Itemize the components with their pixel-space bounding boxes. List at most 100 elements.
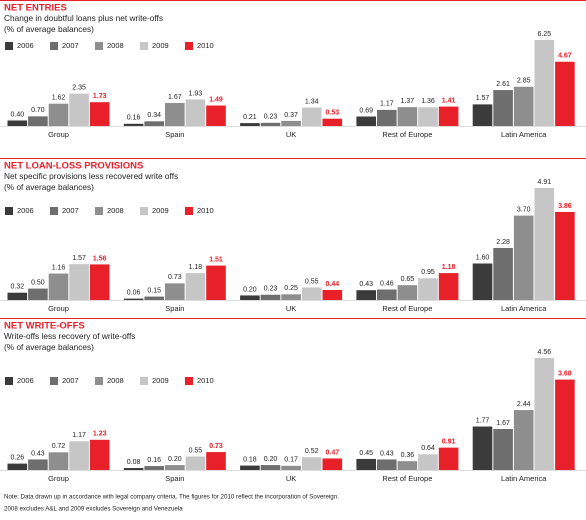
bar <box>7 120 28 126</box>
value-label: 1.56 <box>93 255 107 262</box>
legend-label: 2008 <box>107 41 124 50</box>
legend-label: 2006 <box>17 376 34 385</box>
bar <box>185 456 206 470</box>
value-label: 1.57 <box>72 255 86 262</box>
value-label: 2.61 <box>496 81 510 88</box>
panel-subtitle: (% of average balances) <box>4 182 94 192</box>
bar <box>144 296 164 300</box>
panel-title: NET WRITE-OFFS <box>4 321 85 332</box>
panel-title: NET LOAN-LOSS PROVISIONS <box>4 161 143 172</box>
value-label: 0.46 <box>380 280 394 287</box>
value-label: 1.18 <box>189 264 203 271</box>
value-label: 0.16 <box>127 115 141 122</box>
legend-swatch <box>5 207 13 215</box>
value-label: 0.70 <box>31 107 45 114</box>
value-label: 1.37 <box>401 98 415 105</box>
category-label: Rest of Europe <box>382 474 432 483</box>
category-label: Latin America <box>501 474 547 483</box>
legend-label: 2007 <box>62 41 79 50</box>
bar <box>28 288 48 300</box>
panel-subtitle: Change in doubtful loans plus net write-… <box>4 13 163 23</box>
value-label: 0.43 <box>31 450 45 457</box>
bar <box>513 86 534 126</box>
bar <box>438 273 459 300</box>
panel-subtitle: (% of average balances) <box>4 342 94 352</box>
bar <box>28 116 48 126</box>
category-label: UK <box>286 474 296 483</box>
bar <box>123 123 144 126</box>
bar <box>7 463 28 470</box>
value-label: 1.49 <box>209 96 223 103</box>
value-label: 0.64 <box>421 445 435 452</box>
value-label: 2.44 <box>517 401 531 408</box>
legend-swatch <box>95 207 103 215</box>
category-label: Spain <box>165 304 184 313</box>
bar <box>418 278 438 300</box>
value-label: 1.41 <box>442 97 456 104</box>
legend-label: 2010 <box>197 376 214 385</box>
category-label: UK <box>286 130 296 139</box>
bar <box>472 426 493 470</box>
legend-swatch <box>185 207 193 215</box>
value-label: 2.28 <box>496 239 510 246</box>
bar <box>418 107 438 126</box>
bar <box>240 123 260 126</box>
value-label: 0.65 <box>401 276 415 283</box>
bar <box>28 459 48 470</box>
value-label: 2.35 <box>72 85 86 92</box>
bar <box>513 410 534 470</box>
bar <box>301 457 322 470</box>
value-label: 4.91 <box>537 179 551 186</box>
bar <box>69 93 89 126</box>
legend-swatch <box>140 207 148 215</box>
value-label: 0.25 <box>284 285 298 292</box>
value-label: 0.06 <box>127 289 141 296</box>
category-label: Group <box>48 474 69 483</box>
bar <box>397 107 418 126</box>
bar <box>281 294 301 300</box>
bar <box>534 358 555 470</box>
value-label: 1.17 <box>380 101 394 108</box>
legend-label: 2009 <box>152 41 169 50</box>
value-label: 3.70 <box>517 206 531 213</box>
bar <box>185 99 206 126</box>
bar <box>322 118 343 126</box>
value-label: 1.73 <box>93 93 107 100</box>
bar <box>301 287 322 300</box>
value-label: 1.67 <box>168 94 182 101</box>
bar <box>165 103 185 126</box>
bar <box>165 283 185 300</box>
bar <box>144 121 164 126</box>
value-label: 1.23 <box>93 431 107 438</box>
legend-label: 2006 <box>17 206 34 215</box>
bar <box>123 468 144 470</box>
value-label: 1.57 <box>476 95 490 102</box>
value-label: 3.86 <box>558 203 572 210</box>
bar <box>123 298 144 300</box>
bar <box>89 102 110 126</box>
legend-label: 2007 <box>62 206 79 215</box>
value-label: 0.20 <box>168 456 182 463</box>
value-label: 0.44 <box>325 281 339 288</box>
bar <box>89 264 110 300</box>
value-label: 0.43 <box>359 281 373 288</box>
panel-subtitle: (% of average balances) <box>4 24 94 34</box>
value-label: 0.43 <box>380 450 394 457</box>
bar <box>472 263 493 300</box>
value-label: 2.85 <box>517 78 531 85</box>
value-label: 0.91 <box>442 438 456 445</box>
value-label: 0.08 <box>127 459 141 466</box>
bar <box>7 292 28 300</box>
category-label: Rest of Europe <box>382 304 432 313</box>
bar <box>206 452 226 470</box>
legend-swatch <box>185 377 193 385</box>
value-label: 0.40 <box>10 111 24 118</box>
bar <box>356 290 376 300</box>
category-label: Spain <box>165 474 184 483</box>
value-label: 4.56 <box>537 349 551 356</box>
bar <box>69 441 89 470</box>
value-label: 0.36 <box>401 452 415 459</box>
panel-subtitle: Write-offs less recovery of write-offs <box>4 331 135 341</box>
legend-label: 2006 <box>17 41 34 50</box>
legend-swatch <box>50 377 58 385</box>
